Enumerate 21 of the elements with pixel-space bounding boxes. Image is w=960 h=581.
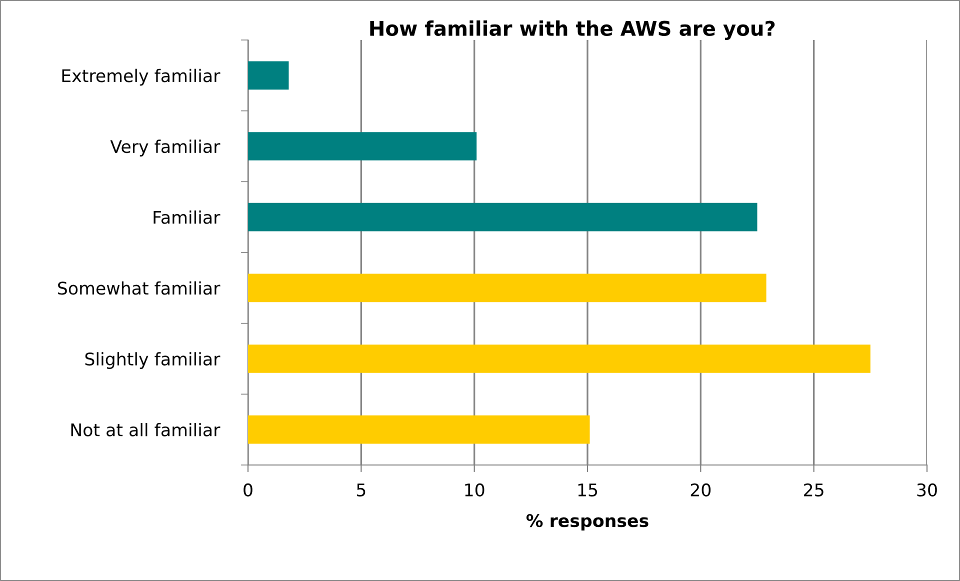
chart-title: How familiar with the AWS are you? [370, 20, 775, 40]
y-tick-label: Somewhat familiar [58, 281, 220, 295]
x-tick-label: 15 [578, 484, 598, 496]
y-tick-label: Familiar [154, 210, 220, 224]
bar [248, 274, 766, 302]
x-tick-label: 5 [356, 484, 366, 496]
y-tick-label: Extremely familiar [62, 68, 220, 86]
x-tick-label: 10 [465, 483, 484, 496]
bar [248, 202, 758, 232]
bar [248, 132, 477, 160]
y-tick-label: Very familiar [110, 140, 220, 156]
bar [248, 61, 289, 90]
x-tick-label: 20 [690, 483, 711, 496]
x-axis-title: % responses [526, 514, 648, 531]
x-tick-label: 30 [917, 483, 937, 496]
y-tick-label: Slightly familiar [85, 352, 220, 369]
bar [248, 344, 870, 373]
bar [248, 415, 590, 444]
y-tick-label: Not at all familiar [71, 422, 220, 436]
x-tick-label: 25 [804, 483, 824, 496]
x-tick-label: 0 [244, 483, 252, 496]
